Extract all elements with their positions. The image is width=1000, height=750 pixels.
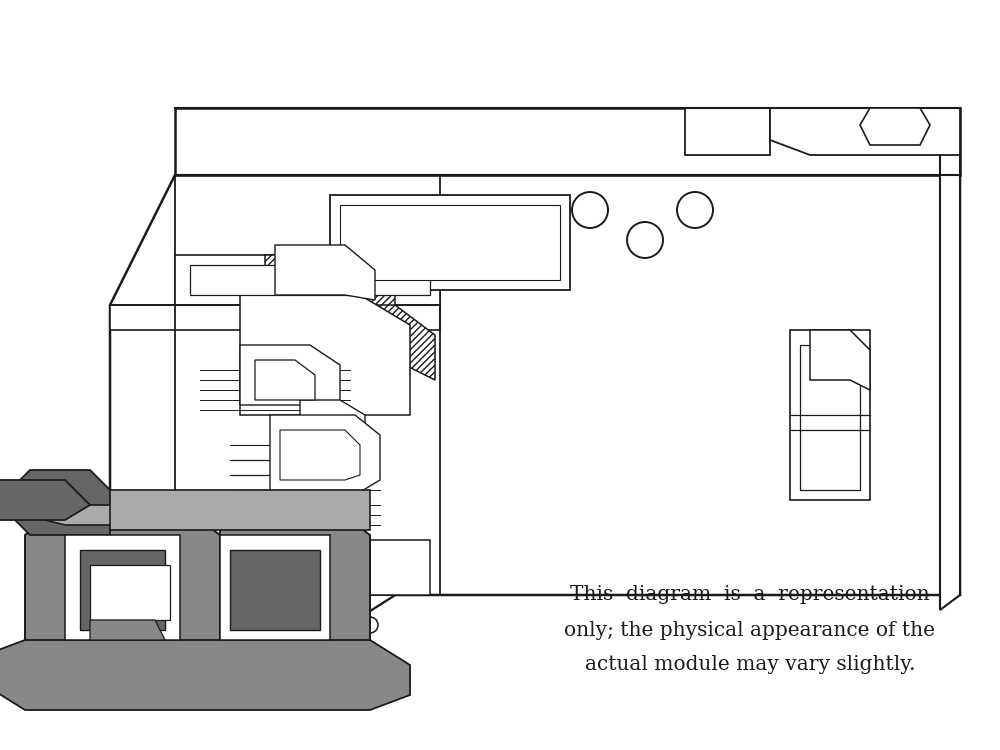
Polygon shape (810, 330, 870, 390)
Polygon shape (190, 265, 430, 295)
Polygon shape (220, 505, 370, 670)
Polygon shape (0, 640, 410, 710)
Polygon shape (110, 175, 960, 630)
Circle shape (677, 192, 713, 228)
Text: actual module may vary slightly.: actual module may vary slightly. (585, 656, 915, 674)
Polygon shape (800, 345, 860, 490)
Polygon shape (790, 330, 870, 500)
Polygon shape (270, 415, 380, 495)
Polygon shape (175, 540, 430, 595)
Polygon shape (90, 565, 170, 620)
Polygon shape (295, 305, 435, 380)
Polygon shape (10, 470, 110, 535)
Polygon shape (220, 505, 370, 523)
Polygon shape (25, 505, 220, 525)
Polygon shape (275, 245, 375, 300)
Polygon shape (175, 255, 440, 305)
Polygon shape (90, 620, 165, 640)
Polygon shape (220, 535, 330, 640)
Polygon shape (300, 400, 365, 445)
Circle shape (572, 192, 608, 228)
Circle shape (362, 617, 378, 633)
Polygon shape (110, 305, 440, 330)
Polygon shape (330, 195, 570, 290)
Polygon shape (265, 255, 395, 330)
Polygon shape (230, 550, 320, 630)
Polygon shape (340, 205, 560, 280)
Polygon shape (240, 295, 410, 415)
Circle shape (627, 222, 663, 258)
Polygon shape (25, 505, 220, 670)
Text: only; the physical appearance of the: only; the physical appearance of the (564, 620, 936, 640)
Polygon shape (280, 430, 360, 480)
Polygon shape (685, 108, 770, 155)
Polygon shape (175, 108, 960, 175)
Polygon shape (65, 535, 180, 640)
Polygon shape (110, 490, 370, 530)
Polygon shape (0, 480, 90, 520)
Polygon shape (110, 595, 395, 630)
Polygon shape (770, 108, 960, 155)
Polygon shape (240, 345, 340, 405)
Polygon shape (940, 108, 960, 610)
Polygon shape (80, 550, 165, 630)
Polygon shape (255, 360, 315, 400)
Polygon shape (860, 108, 930, 145)
Text: This  diagram  is  a  representation: This diagram is a representation (570, 586, 930, 604)
